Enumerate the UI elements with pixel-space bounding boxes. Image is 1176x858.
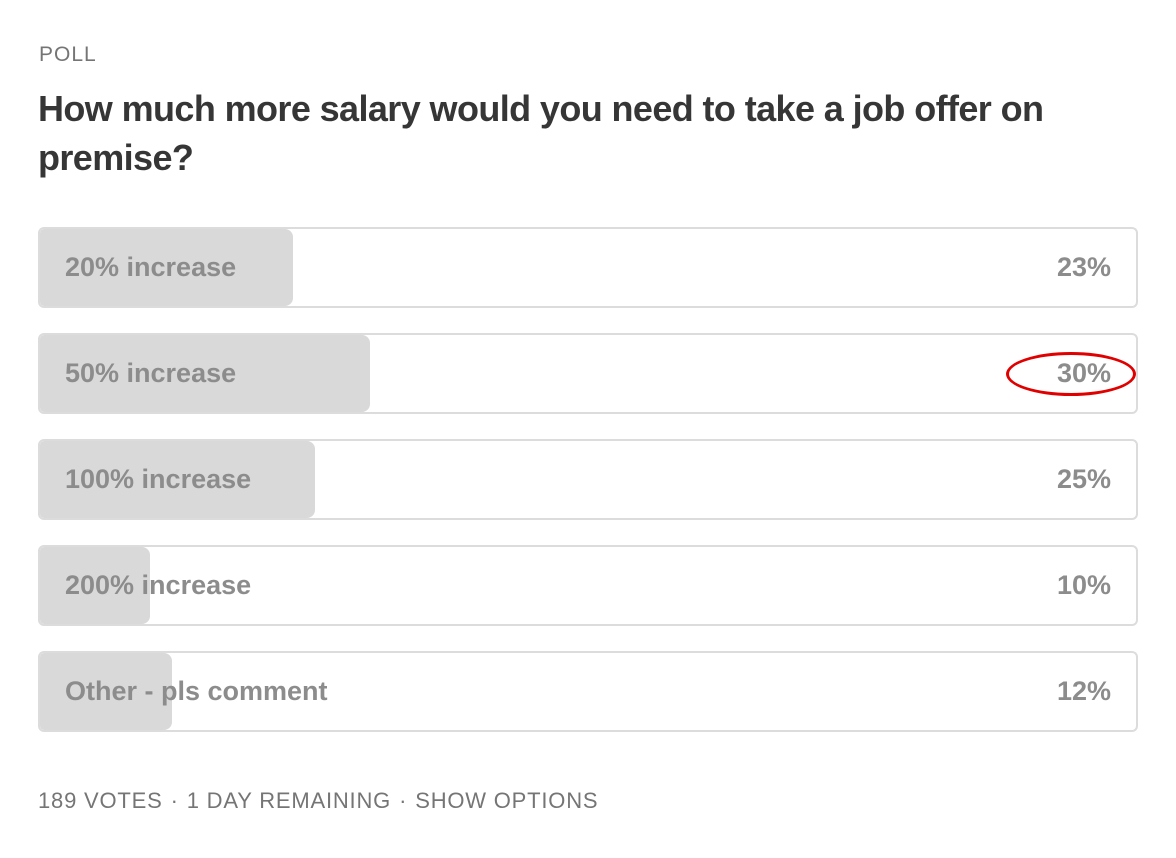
- option-result-bar: [40, 229, 293, 306]
- footer-separator: ·: [399, 788, 408, 813]
- vote-count: 189 VOTES: [38, 788, 163, 813]
- option-result-bar: [40, 547, 150, 624]
- poll-option-100-increase[interactable]: 100% increase 25%: [38, 439, 1138, 520]
- footer-separator: ·: [170, 788, 179, 813]
- option-label: 20% increase: [65, 252, 237, 282]
- option-percent: 25%: [1056, 464, 1111, 494]
- poll-footer: 189 VOTES · 1 DAY REMAINING · SHOW OPTIONS: [38, 788, 598, 814]
- option-label: Other - pls comment: [65, 676, 328, 706]
- poll-option-50-increase[interactable]: 50% increase 30%: [38, 333, 1138, 414]
- option-result-bar: [40, 441, 315, 518]
- option-percent: 10%: [1056, 570, 1111, 600]
- poll-card: POLL How much more salary would you need…: [38, 0, 1138, 858]
- option-label: 50% increase: [65, 358, 237, 388]
- option-result-bar: [40, 335, 370, 412]
- option-label: 200% increase: [65, 570, 252, 600]
- poll-option-20-increase[interactable]: 20% increase 23%: [38, 227, 1138, 308]
- option-percent: 12%: [1056, 676, 1111, 706]
- option-result-bar: [40, 653, 172, 730]
- poll-option-200-increase[interactable]: 200% increase 10%: [38, 545, 1138, 626]
- option-label: 100% increase: [65, 464, 252, 494]
- poll-option-other[interactable]: Other - pls comment 12%: [38, 651, 1138, 732]
- option-percent: 23%: [1056, 252, 1111, 282]
- show-options-link[interactable]: SHOW OPTIONS: [415, 788, 599, 813]
- poll-label: POLL: [39, 43, 97, 66]
- time-remaining: 1 DAY REMAINING: [186, 788, 392, 813]
- poll-options: 20% increase 23% 50% increase 30% 100% i…: [38, 227, 1138, 757]
- option-percent: 30%: [1056, 358, 1111, 388]
- poll-question: How much more salary would you need to t…: [38, 88, 1044, 178]
